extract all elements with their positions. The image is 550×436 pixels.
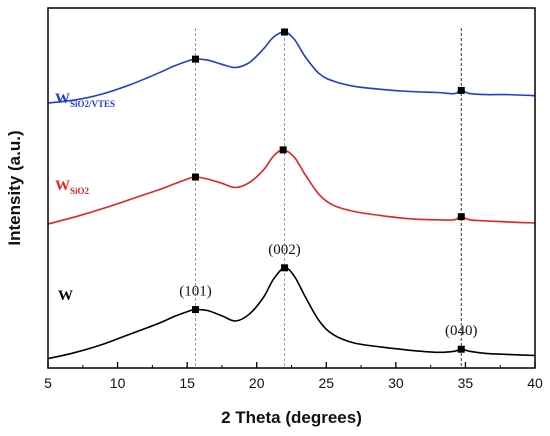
x-axis-title: 2 Theta (degrees): [221, 408, 362, 427]
y-axis-title: Intensity (a.u.): [5, 130, 24, 245]
x-tick-label: 15: [179, 375, 195, 391]
x-tick-label: 10: [110, 375, 126, 391]
reference-lines: [194, 28, 462, 368]
x-tick-label: 25: [318, 375, 334, 391]
series-label: WSiO2: [55, 178, 90, 196]
plot-frame: [47, 7, 536, 369]
peak-marker: [191, 55, 199, 63]
peak-marker: [457, 345, 465, 353]
series-line-wsio2: [47, 149, 536, 225]
peak-label: (040): [445, 323, 478, 339]
x-tick-label: 30: [388, 375, 404, 391]
series-markers: [191, 28, 465, 353]
x-tick-label: 20: [249, 375, 265, 391]
x-tick-label: 5: [44, 375, 52, 391]
peak-label: (002): [268, 242, 301, 258]
x-axis-ticks: 5 10 15 20 25 30 35 40: [44, 362, 543, 391]
series-lines: [47, 31, 536, 360]
series-line-w: [47, 266, 536, 360]
peak-marker: [457, 86, 465, 94]
series-labels: W WSiO2 WSiO2/VTES: [55, 91, 115, 304]
series-label: W: [58, 288, 73, 304]
peak-label: (101): [179, 284, 212, 300]
peak-marker: [191, 306, 199, 314]
peak-marker: [281, 264, 289, 272]
peak-marker: [281, 28, 289, 36]
x-tick-label: 35: [458, 375, 474, 391]
peak-labels: (101) (002) (040): [179, 242, 477, 339]
peak-marker: [191, 173, 199, 181]
x-tick-label: 40: [527, 375, 543, 391]
peak-marker: [279, 146, 287, 154]
peak-marker: [457, 213, 465, 221]
series-label: WSiO2/VTES: [55, 91, 115, 109]
